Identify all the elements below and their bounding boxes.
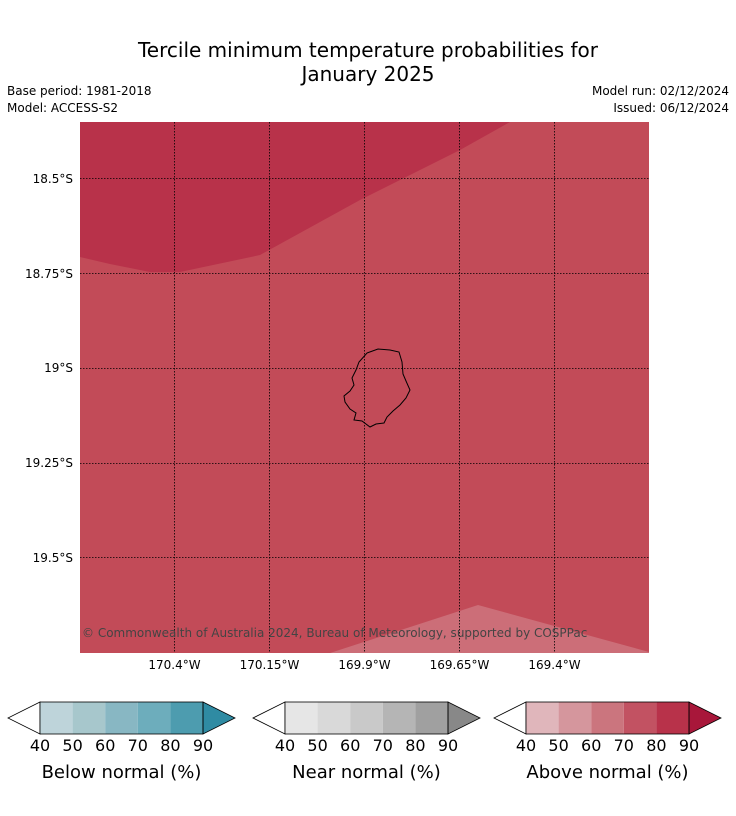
near-normal-over-arrow (447, 701, 481, 735)
model-run: Model run: 02/12/2024 (591, 84, 729, 98)
latitude-labels: 18.5°S 18.75°S 19°S 19.25°S 19.5°S (25, 172, 73, 565)
below-normal-segment (72, 702, 106, 734)
probability-field: © Commonwealth of Australia 2024, Bureau… (80, 122, 649, 653)
lon-label-2: 170.15°W (240, 658, 300, 672)
near-normal-tick-label: 70 (373, 736, 393, 755)
below-normal-segment (105, 702, 138, 734)
below-normal-segment (170, 702, 203, 734)
longitude-labels: 170.4°W 170.15°W 169.9°W 169.65°W 169.4°… (148, 658, 580, 672)
below-normal-tick-label: 40 (30, 736, 50, 755)
lon-label-3: 169.9°W (338, 658, 390, 672)
above-normal-tick-label: 70 (614, 736, 634, 755)
near-normal-tick-label: 60 (340, 736, 360, 755)
issued-date: Issued: 06/12/2024 (613, 101, 729, 115)
lon-label-1: 170.4°W (148, 658, 200, 672)
above-normal-title: Above normal (%) (526, 762, 688, 783)
below-normal-colorbar: 40 50 60 70 80 90 Below normal (%) (7, 701, 236, 783)
near-normal-tick-label: 50 (307, 736, 327, 755)
base-period: Base period: 1981-2018 (7, 84, 152, 98)
meta-left: Base period: 1981-2018 Model: ACCESS-S2 (7, 83, 152, 117)
near-normal-segment (382, 702, 416, 734)
near-normal-tick-label: 90 (438, 736, 458, 755)
below-normal-over-arrow (202, 701, 236, 735)
below-normal-segment (40, 702, 73, 734)
above-normal-colorbar: 40 50 60 70 80 90 Above normal (%) (493, 701, 722, 783)
grid-lines (80, 122, 649, 653)
above-normal-segment (558, 702, 592, 734)
below-normal-segment (137, 702, 171, 734)
lat-label-5: 19.5°S (33, 551, 73, 565)
region-above-60-70 (330, 605, 649, 653)
below-normal-tick-label: 70 (128, 736, 148, 755)
title-line-2: January 2025 (301, 62, 435, 86)
above-normal-segment (656, 702, 689, 734)
meta-right: Model run: 02/12/2024 Issued: 06/12/2024 (592, 83, 729, 117)
lat-label-4: 19.25°S (25, 456, 73, 470)
near-normal-title: Near normal (%) (292, 762, 441, 783)
lat-label-3: 19°S (44, 361, 73, 375)
below-normal-outline (39, 701, 204, 735)
near-normal-tick-label: 40 (275, 736, 295, 755)
near-normal-colorbar: 40 50 60 70 80 90 Near normal (%) (252, 701, 481, 783)
near-normal-segment (415, 702, 448, 734)
lat-label-1: 18.5°S (33, 172, 73, 186)
below-normal-tick-label: 80 (160, 736, 180, 755)
lon-label-4: 169.65°W (430, 658, 490, 672)
above-normal-outline (525, 701, 690, 735)
near-normal-under-arrow (252, 701, 286, 735)
above-normal-segment (591, 702, 624, 734)
above-normal-segment (623, 702, 657, 734)
near-normal-segment (350, 702, 383, 734)
below-normal-under-arrow (7, 701, 41, 735)
niue-coastline (343, 348, 411, 428)
above-normal-segment (526, 702, 559, 734)
below-normal-tick-label: 50 (62, 736, 82, 755)
near-normal-outline (284, 701, 449, 735)
above-normal-under-arrow (493, 701, 527, 735)
below-normal-tick-label: 90 (193, 736, 213, 755)
above-normal-tick-label: 60 (581, 736, 601, 755)
model-name: Model: ACCESS-S2 (7, 101, 119, 115)
near-normal-segment (285, 702, 318, 734)
chart-title: Tercile minimum temperature probabilitie… (0, 38, 736, 86)
below-normal-tick-label: 60 (95, 736, 115, 755)
above-normal-tick-label: 90 (679, 736, 699, 755)
copyright-notice: © Commonwealth of Australia 2024, Bureau… (82, 626, 587, 640)
above-normal-tick-label: 40 (516, 736, 536, 755)
region-above-80-90 (80, 122, 510, 272)
near-normal-segment (317, 702, 351, 734)
title-line-1: Tercile minimum temperature probabilitie… (137, 38, 599, 62)
lat-label-2: 18.75°S (25, 267, 73, 281)
lon-label-5: 169.4°W (528, 658, 580, 672)
above-normal-tick-label: 80 (646, 736, 666, 755)
above-normal-tick-label: 50 (548, 736, 568, 755)
near-normal-tick-label: 80 (405, 736, 425, 755)
below-normal-title: Below normal (%) (42, 762, 202, 783)
above-normal-over-arrow (688, 701, 722, 735)
colorbar-legends: 40 50 60 70 80 90 Below normal (%) 40 50 60 70 80 90… (7, 701, 722, 783)
